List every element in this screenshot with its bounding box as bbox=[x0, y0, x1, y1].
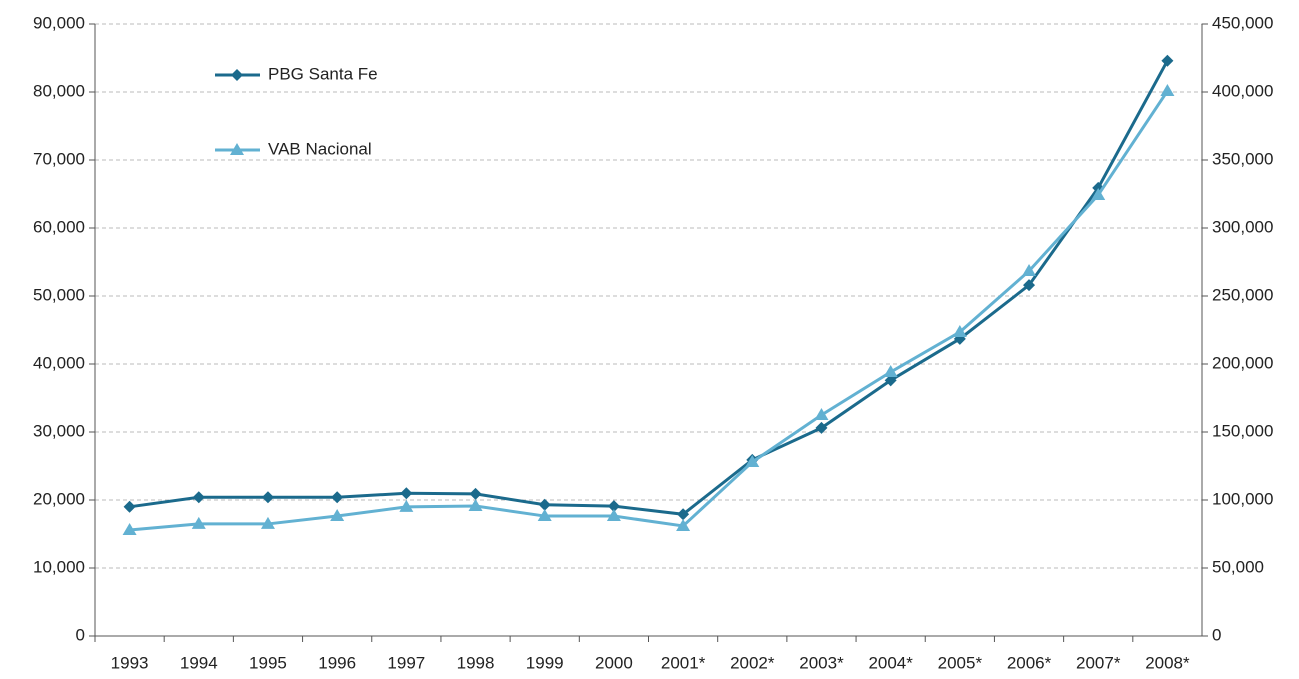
x-tick-label: 2000 bbox=[595, 653, 633, 672]
series-line bbox=[129, 90, 1169, 532]
data-point bbox=[814, 408, 829, 420]
data-point bbox=[400, 487, 413, 500]
data-point bbox=[331, 491, 344, 504]
y2-tick-label: 150,000 bbox=[1212, 421, 1273, 440]
y2-tick-label: 0 bbox=[1212, 625, 1221, 644]
data-point bbox=[676, 518, 691, 531]
y-tick-label: 80,000 bbox=[33, 81, 85, 100]
x-tick-label: 1996 bbox=[318, 653, 356, 672]
y2-tick-label: 300,000 bbox=[1212, 217, 1273, 236]
data-point bbox=[122, 523, 137, 536]
data-point bbox=[1091, 187, 1106, 200]
data-point bbox=[952, 325, 967, 338]
data-point bbox=[537, 509, 552, 522]
x-tick-label: 1995 bbox=[249, 653, 287, 672]
x-tick-label: 1993 bbox=[111, 653, 149, 672]
x-tick-label: 1999 bbox=[526, 653, 564, 672]
data-point bbox=[468, 498, 483, 511]
x-tick-label: 2006* bbox=[1007, 653, 1052, 672]
y-tick-label: 0 bbox=[76, 625, 85, 644]
data-point bbox=[538, 498, 551, 511]
legend-marker bbox=[230, 143, 244, 155]
data-point bbox=[469, 487, 482, 500]
y2-tick-label: 400,000 bbox=[1212, 81, 1273, 100]
data-point bbox=[330, 509, 345, 522]
data-point bbox=[606, 509, 621, 522]
data-point bbox=[607, 500, 620, 513]
data-point bbox=[192, 491, 205, 504]
y-tick-label: 90,000 bbox=[33, 13, 85, 32]
y-tick-label: 20,000 bbox=[33, 489, 85, 508]
x-tick-label: 2008* bbox=[1145, 653, 1190, 672]
x-tick-label: 2005* bbox=[938, 653, 983, 672]
data-point bbox=[399, 499, 414, 512]
legend-label: VAB Nacional bbox=[268, 139, 372, 158]
x-tick-label: 1997 bbox=[387, 653, 425, 672]
data-point bbox=[745, 455, 760, 468]
data-point bbox=[883, 365, 898, 378]
x-tick-label: 1998 bbox=[457, 653, 495, 672]
y-tick-label: 10,000 bbox=[33, 557, 85, 576]
data-point bbox=[1023, 279, 1036, 292]
data-point bbox=[1022, 263, 1037, 276]
y2-tick-label: 50,000 bbox=[1212, 557, 1264, 576]
series-line bbox=[129, 60, 1169, 516]
x-tick-label: 2001* bbox=[661, 653, 706, 672]
y2-tick-label: 200,000 bbox=[1212, 353, 1273, 372]
y2-tick-label: 350,000 bbox=[1212, 149, 1273, 168]
legend-label: PBG Santa Fe bbox=[268, 64, 378, 83]
x-tick-label: 2004* bbox=[868, 653, 913, 672]
data-point bbox=[191, 516, 206, 529]
y-tick-label: 50,000 bbox=[33, 285, 85, 304]
x-tick-label: 2007* bbox=[1076, 653, 1121, 672]
data-point bbox=[677, 508, 690, 521]
y-tick-label: 70,000 bbox=[33, 149, 85, 168]
data-point bbox=[260, 516, 275, 529]
y2-tick-label: 250,000 bbox=[1212, 285, 1273, 304]
legend-marker bbox=[231, 69, 243, 81]
data-point bbox=[884, 374, 897, 387]
data-point bbox=[123, 500, 136, 513]
data-point bbox=[1161, 54, 1174, 67]
x-tick-label: 1994 bbox=[180, 653, 218, 672]
x-tick-label: 2002* bbox=[730, 653, 775, 672]
x-tick-label: 2003* bbox=[799, 653, 844, 672]
data-point bbox=[261, 491, 274, 504]
y-tick-label: 40,000 bbox=[33, 353, 85, 372]
y2-tick-label: 100,000 bbox=[1212, 489, 1273, 508]
y-tick-label: 30,000 bbox=[33, 421, 85, 440]
data-point bbox=[815, 421, 828, 434]
y2-tick-label: 450,000 bbox=[1212, 13, 1273, 32]
data-point bbox=[1160, 84, 1175, 97]
y-tick-label: 60,000 bbox=[33, 217, 85, 236]
